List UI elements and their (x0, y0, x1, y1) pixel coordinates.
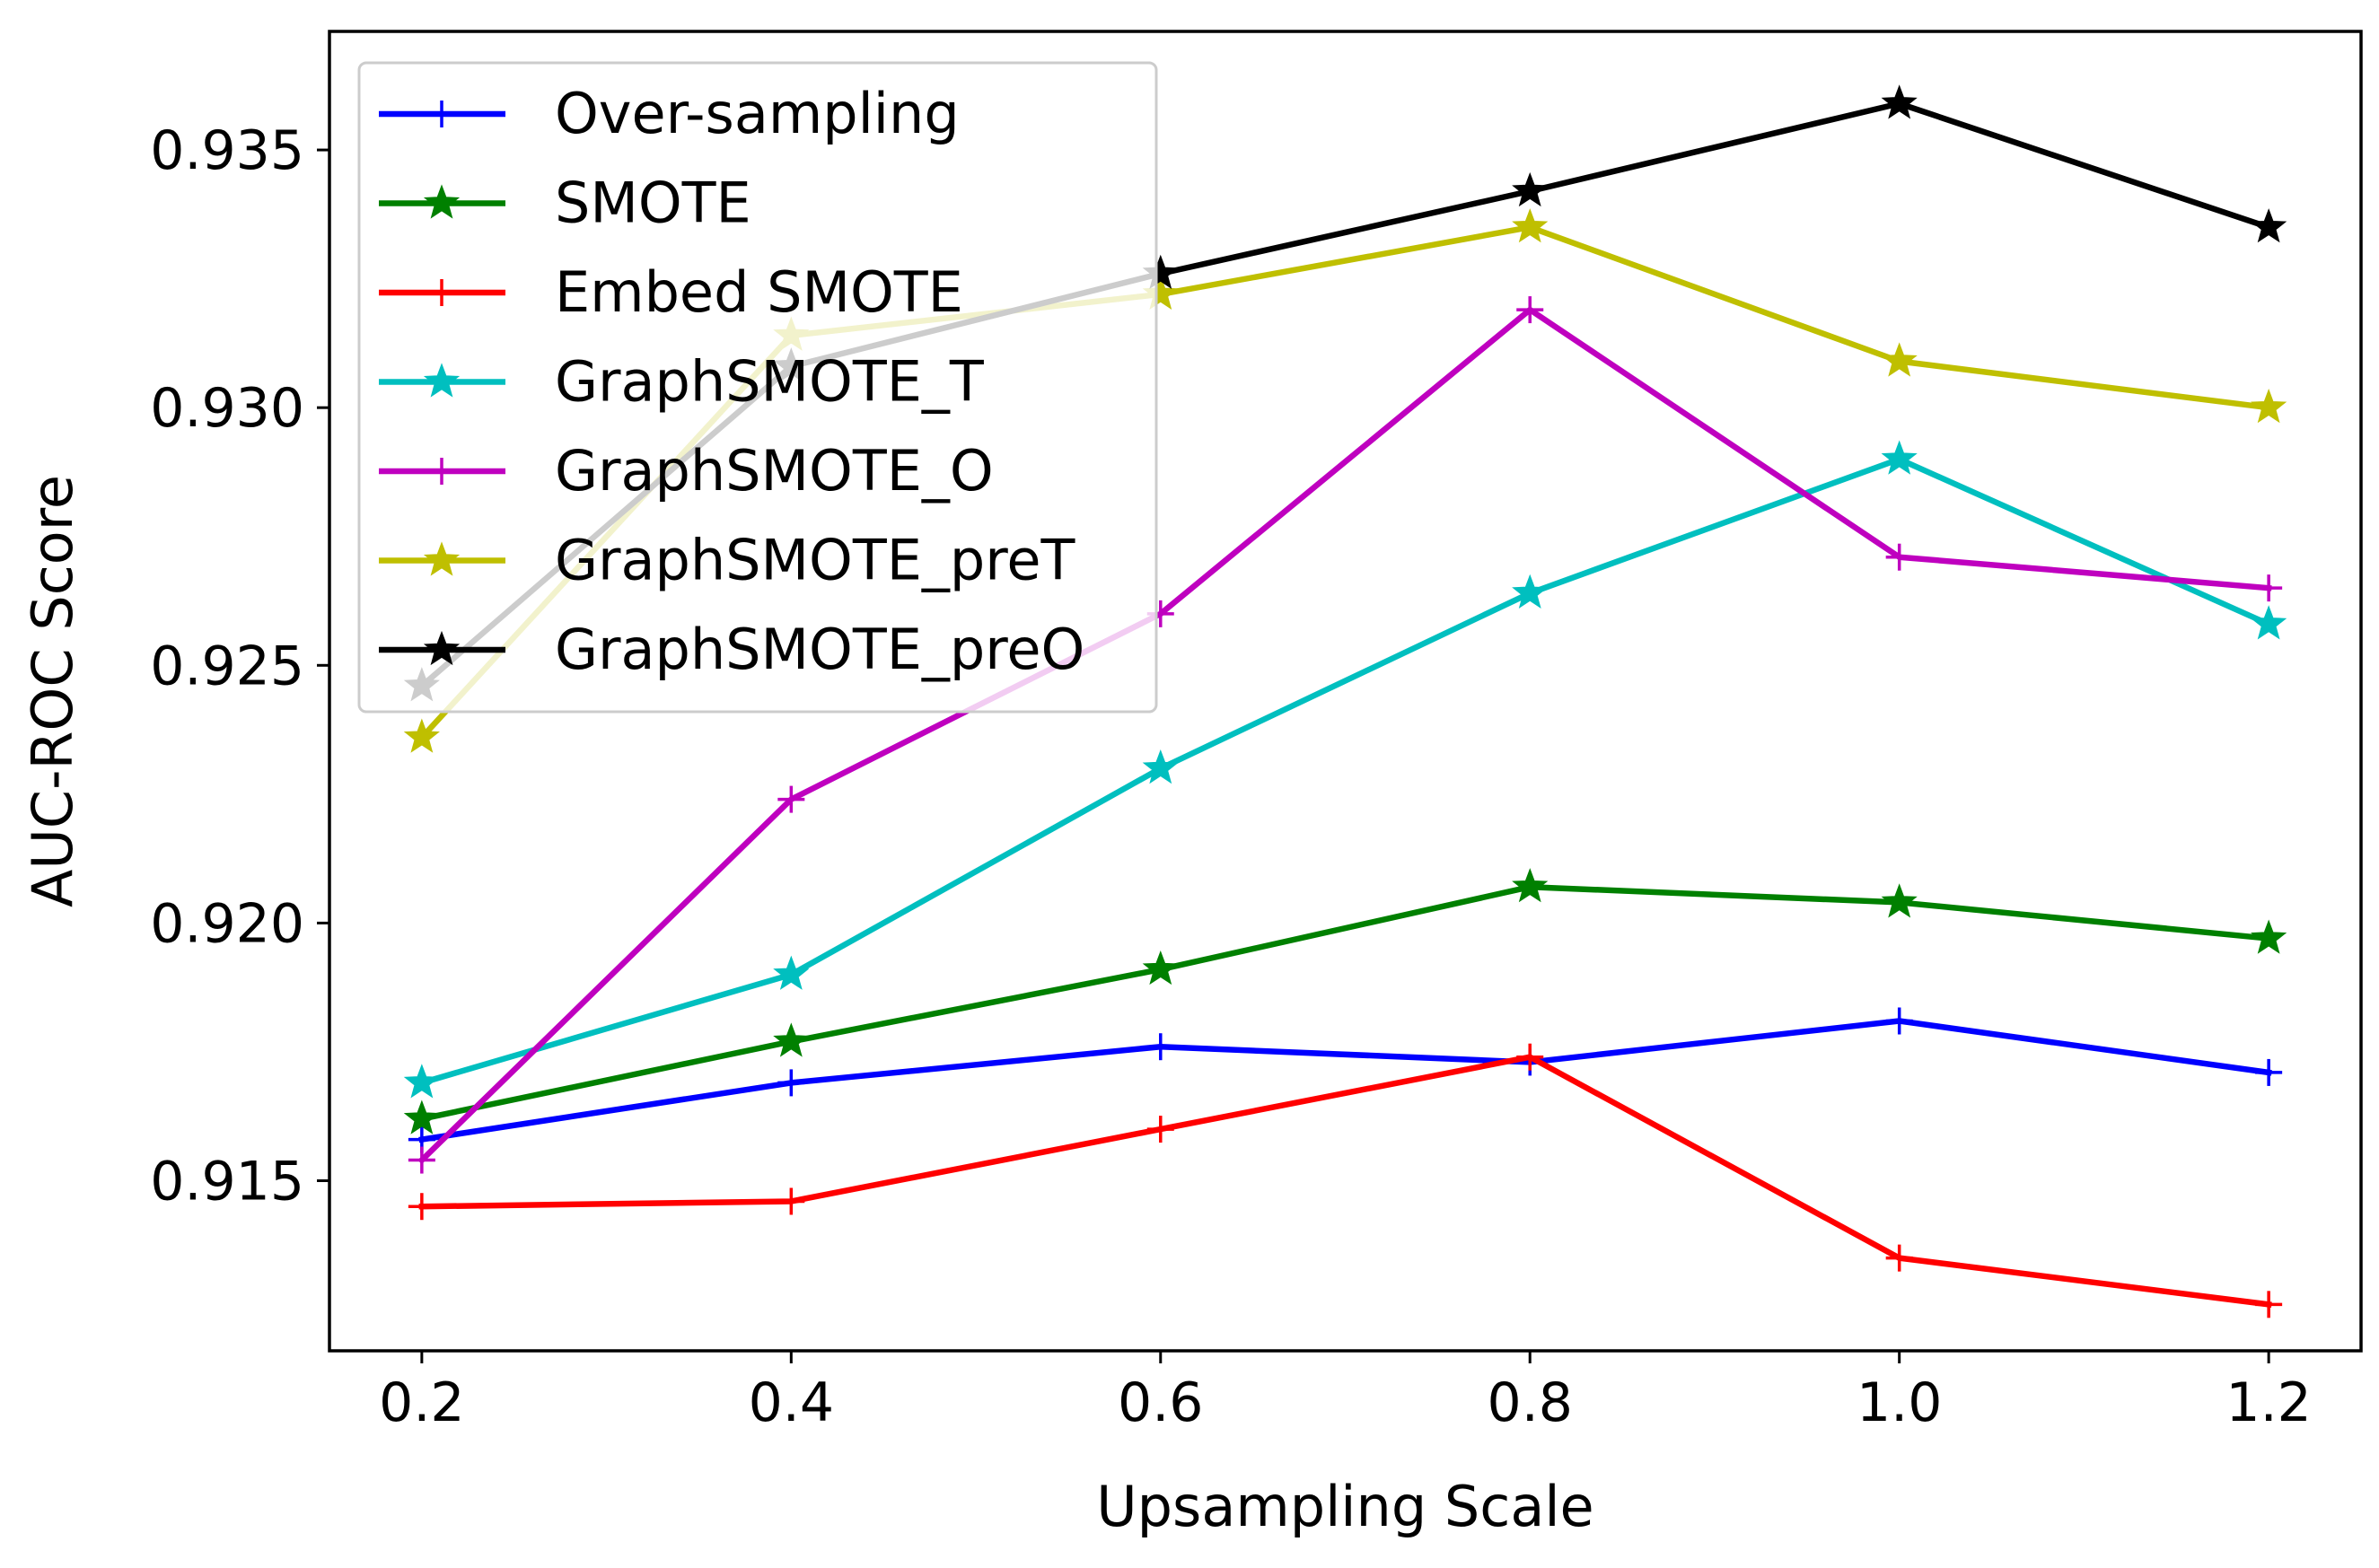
data-point-embed-smote-0 (408, 1193, 435, 1221)
data-point-graphsmote-o-5 (2255, 574, 2283, 602)
series-smote (403, 868, 2287, 1134)
legend-marker (428, 101, 455, 127)
x-tick-label: 0.8 (1488, 1371, 1573, 1434)
legend-label: SMOTE (555, 171, 751, 236)
data-point-embed-smote-3 (1516, 1043, 1544, 1071)
data-point-smote-3 (1512, 868, 1549, 903)
legend-label: GraphSMOTE_T (555, 349, 985, 415)
plot-frame (328, 30, 2363, 1353)
legend-label: GraphSMOTE_preO (555, 617, 1084, 682)
y-tick-label: 0.925 (150, 635, 304, 697)
axes-layer: 0.2 0.4 0.6 0.8 1.0 1.2 0.915 0.920 0.925 0.930 0.… (150, 30, 2363, 1434)
legend-box (357, 61, 1158, 714)
series-embed-smote (408, 1043, 2283, 1318)
data-point-graphsmote-pret-4 (1881, 342, 1918, 377)
x-tick-label: 0.4 (749, 1371, 834, 1434)
data-point-over-sampling-5 (2255, 1058, 2283, 1086)
legend-entry-graphsmote-preo: GraphSMOTE_preO (379, 617, 1084, 682)
legend-label: GraphSMOTE_preT (555, 528, 1076, 593)
y-tick-label: 0.915 (150, 1151, 304, 1213)
series-line-graphsmote-t (417, 456, 2273, 1087)
legend-marker (423, 363, 461, 398)
legend-label: Embed SMOTE (555, 259, 963, 325)
series-line-embed-smote (418, 1054, 2272, 1308)
legend-entry-graphsmote-pret: GraphSMOTE_preT (379, 528, 1076, 593)
y-tick-label: 0.920 (150, 892, 304, 955)
legend-marker (423, 184, 461, 219)
series-over-sampling (408, 1007, 2283, 1153)
data-point-graphsmote-preo-4 (1881, 84, 1918, 119)
legend-marker (428, 458, 455, 485)
legend-marker (423, 630, 461, 666)
x-tick-label: 1.2 (2225, 1371, 2311, 1434)
data-point-graphsmote-pret-0 (403, 718, 440, 753)
data-point-graphsmote-o-0 (408, 1146, 435, 1174)
y-tick-label: 0.930 (150, 377, 304, 440)
legend-label: Over-sampling (555, 81, 960, 146)
data-point-smote-4 (1881, 883, 1918, 918)
x-axis-label: Upsampling Scale (1096, 1474, 1593, 1539)
data-point-over-sampling-1 (777, 1069, 805, 1097)
data-point-embed-smote-1 (777, 1187, 805, 1215)
series-line-over-sampling (418, 1018, 2272, 1143)
legend-entry-over-sampling: Over-sampling (379, 81, 960, 146)
series-graphsmote-o (408, 296, 2283, 1174)
x-tick-label: 1.0 (1857, 1371, 1942, 1434)
legend: Over-sampling SMOTE Embed SMOTE GraphSMOTE_… (357, 61, 1158, 714)
data-point-graphsmote-o-1 (777, 785, 805, 813)
data-point-graphsmote-preo-5 (2251, 208, 2287, 243)
legend-entry-smote: SMOTE (379, 171, 751, 236)
data-point-graphsmote-t-0 (403, 1064, 440, 1099)
data-point-graphsmote-t-4 (1881, 440, 1918, 475)
data-point-graphsmote-t-5 (2251, 605, 2287, 640)
data-point-smote-5 (2251, 919, 2287, 954)
x-tick-label: 0.2 (379, 1371, 464, 1434)
y-axis-label: AUC-ROC Score (20, 475, 85, 907)
data-point-graphsmote-t-3 (1512, 574, 1549, 609)
x-tick-label: 0.6 (1118, 1371, 1203, 1434)
series-line-smote (418, 883, 2272, 1123)
legend-entry-graphsmote-t: GraphSMOTE_T (379, 349, 985, 415)
data-point-graphsmote-o-4 (1885, 543, 1913, 571)
legend-label: GraphSMOTE_O (555, 438, 994, 504)
data-point-graphsmote-t-2 (1142, 749, 1179, 784)
data-point-smote-0 (403, 1099, 440, 1134)
data-point-smote-2 (1142, 950, 1179, 985)
legend-marker (428, 279, 455, 306)
data-point-embed-smote-5 (2255, 1291, 2283, 1318)
data-point-embed-smote-4 (1885, 1244, 1913, 1272)
data-point-graphsmote-preo-3 (1512, 171, 1549, 207)
series-graphsmote-t (403, 440, 2287, 1099)
data-point-over-sampling-4 (1885, 1007, 1913, 1035)
series-line-graphsmote-o (417, 306, 2272, 1165)
data-point-smote-1 (773, 1022, 810, 1057)
data-point-embed-smote-2 (1146, 1116, 1174, 1143)
legend-marker (423, 541, 461, 576)
data-point-graphsmote-pret-5 (2251, 389, 2287, 424)
data-point-graphsmote-o-3 (1516, 296, 1544, 324)
legend-entry-embed-smote: Embed SMOTE (379, 259, 963, 325)
legend-entry-graphsmote-o: GraphSMOTE_O (379, 438, 994, 504)
data-point-over-sampling-2 (1146, 1033, 1174, 1061)
data-point-graphsmote-pret-3 (1512, 208, 1549, 243)
data-point-graphsmote-t-1 (773, 955, 810, 990)
y-tick-label: 0.935 (150, 119, 304, 182)
